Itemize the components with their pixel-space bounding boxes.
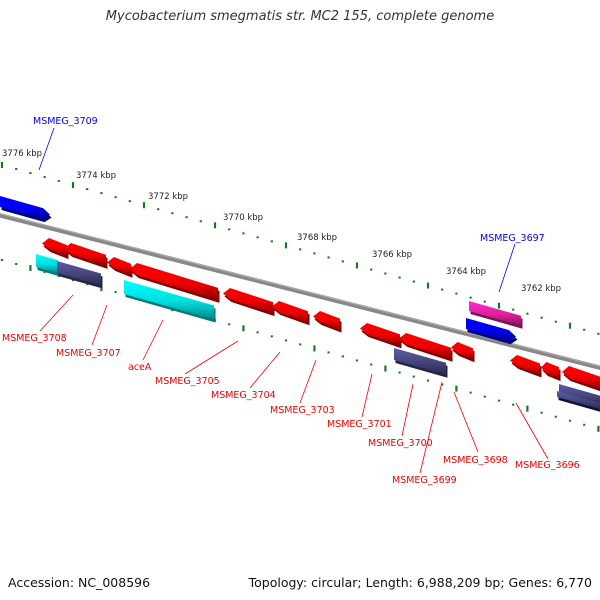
gene-label-msmeg_3701: MSMEG_3701 <box>327 419 392 430</box>
scale-label: 3774 kbp <box>76 171 116 181</box>
label-leader-line <box>38 127 55 171</box>
gene-label-msmeg_3696: MSMEG_3696 <box>515 460 580 471</box>
gene-feature-msmeg-3705 <box>223 288 275 317</box>
label-leader-line <box>419 381 443 474</box>
gene-feature-red <box>107 257 133 278</box>
gene-feature-msmeg-3707 <box>64 243 108 269</box>
upper-scale-track <box>0 162 600 335</box>
gene-label-msmeg_3699: MSMEG_3699 <box>392 475 457 486</box>
gene-label-msmeg_3704: MSMEG_3704 <box>211 390 276 401</box>
scale-label: 3776 kbp <box>2 149 42 159</box>
scale-label: 3766 kbp <box>372 250 412 260</box>
label-leader-line <box>401 383 414 437</box>
gene-feature-pseudo <box>557 391 600 412</box>
gene-label-msmeg_3709: MSMEG_3709 <box>33 116 98 127</box>
label-leader-line <box>515 402 549 460</box>
label-leader-line <box>39 294 74 332</box>
gene-feature-red <box>510 355 542 378</box>
topology-text: Topology: circular; Length: 6,988,209 bp… <box>248 575 592 590</box>
gene-feature-acea-rna <box>124 280 216 323</box>
gene-feature-msmeg-3704 <box>272 301 310 326</box>
label-leader-line <box>453 391 479 453</box>
gene-label-msmeg_3705: MSMEG_3705 <box>155 376 220 387</box>
gene-label-msmeg_3707: MSMEG_3707 <box>56 348 121 359</box>
gene-label-msmeg_3697: MSMEG_3697 <box>480 233 545 244</box>
gene-feature-msmeg-3701 <box>360 323 402 349</box>
gene-feature-msmeg-3699 <box>394 348 448 378</box>
scale-label: 3772 kbp <box>148 192 188 202</box>
gene-feature-msmeg-3696 <box>562 366 600 392</box>
scale-label: 3768 kbp <box>297 233 337 243</box>
gene-label-msmeg_3698: MSMEG_3698 <box>443 455 508 466</box>
gene-feature-msmeg-3709 <box>0 196 52 223</box>
scale-label: 3770 kbp <box>223 213 263 223</box>
gene-feature-red <box>541 362 561 382</box>
gene-feature-msmeg-3708 <box>42 238 69 260</box>
gene-label-acea: aceA <box>128 362 152 373</box>
gene-feature-acea <box>130 263 220 303</box>
label-leader-line <box>184 340 239 375</box>
label-leader-line <box>142 319 164 361</box>
label-leader-line <box>361 373 373 418</box>
scale-label: 3762 kbp <box>521 284 561 294</box>
label-leader-line <box>498 243 516 293</box>
label-leader-line <box>249 351 281 389</box>
label-leader-line <box>299 359 317 404</box>
genome-backbone <box>0 212 600 371</box>
gene-feature-msmeg-3700 <box>399 333 453 362</box>
scale-label: 3764 kbp <box>446 267 486 277</box>
map-title: Mycobacterium smegmatis str. MC2 155, co… <box>105 9 495 24</box>
gene-feature-msmeg-3707-pseudo <box>57 261 103 289</box>
gene-feature-rna <box>36 254 60 277</box>
gene-feature-msmeg-3697 <box>469 301 523 329</box>
gene-feature-msmeg-3698 <box>451 342 475 363</box>
accession-text: Accession: NC_008596 <box>8 575 151 590</box>
gene-label-msmeg_3708: MSMEG_3708 <box>2 333 67 344</box>
gene-label-msmeg_3700: MSMEG_3700 <box>368 438 433 449</box>
label-leader-line <box>91 304 108 346</box>
gene-label-msmeg_3703: MSMEG_3703 <box>270 405 335 416</box>
gene-feature-forward <box>466 318 518 345</box>
gene-feature-msmeg-3703 <box>313 311 342 333</box>
